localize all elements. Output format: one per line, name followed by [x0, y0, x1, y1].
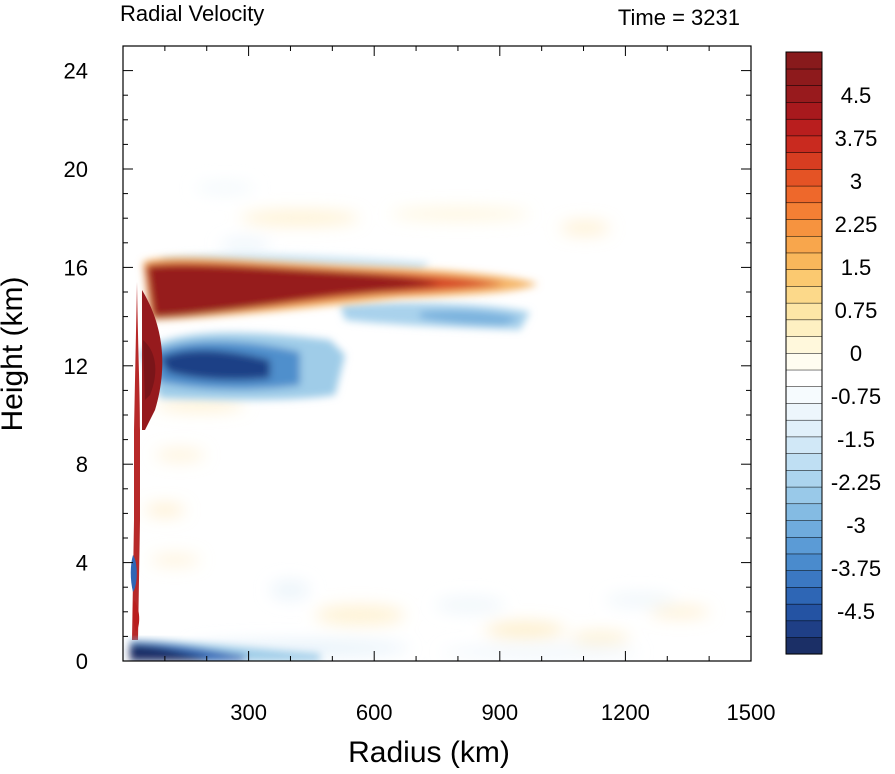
colorbar-swatch: [785, 51, 823, 70]
eyewall-column: [130, 282, 163, 640]
y-tick-label: 0: [76, 649, 88, 674]
y-tick-label: 16: [64, 255, 88, 280]
colorbar-swatch: [785, 620, 823, 638]
colorbar-swatch: [785, 419, 823, 438]
colorbar-label: -4.5: [837, 599, 875, 624]
colorbar-labels: 4.5 3.75 3 2.25 1.5 0.75 0 -0.75 -1.5 -2.25 -3 -3.7…: [831, 83, 881, 624]
colorbar-label: 3.75: [835, 126, 878, 151]
colorbar-swatch: [785, 118, 823, 137]
colorbar-label: -3: [846, 513, 866, 538]
colorbar-swatch: [785, 101, 823, 120]
colorbar-label: -1.5: [837, 427, 875, 452]
chart-title: Radial Velocity: [120, 1, 264, 26]
upper-inflow: [140, 253, 530, 400]
y-tick-label: 8: [76, 452, 88, 477]
colorbar-swatch: [785, 252, 823, 270]
colorbar-swatch: [785, 553, 823, 571]
y-tick-label: 12: [64, 354, 88, 379]
colorbar-swatch: [785, 135, 823, 153]
colorbar-swatch: [785, 269, 823, 287]
colorbar-swatch: [785, 519, 823, 538]
colorbar-label: -3.75: [831, 556, 881, 581]
y-tick-label: 24: [64, 59, 88, 84]
colorbar: [785, 51, 823, 655]
outflow-jet: [143, 257, 538, 320]
colorbar-swatch: [785, 570, 823, 588]
x-tick-label: 300: [230, 700, 267, 725]
axis-ticks: [123, 46, 751, 661]
plot-border: [122, 45, 752, 662]
x-tick-label: 600: [356, 700, 393, 725]
chart-subtitle: Time = 3231: [618, 5, 740, 30]
y-axis-label: Height (km): [0, 276, 29, 431]
colorbar-swatch: [785, 68, 823, 86]
x-tick-label: 900: [481, 700, 518, 725]
boundary-layer-inflow: [130, 640, 320, 661]
colorbar-label: 1.5: [841, 255, 872, 280]
colorbar-label: -2.25: [831, 470, 881, 495]
colorbar-swatch: [785, 202, 823, 220]
colorbar-swatch: [785, 603, 823, 622]
colorbar-swatch: [785, 352, 823, 371]
velocity-field: [130, 182, 710, 661]
colorbar-swatch: [785, 152, 823, 170]
colorbar-label: 0: [850, 341, 862, 366]
colorbar-swatch: [785, 469, 823, 488]
colorbar-swatch: [785, 235, 823, 254]
y-tick-labels: 0 4 8 12 16 20 24: [64, 59, 88, 674]
colorbar-swatch: [785, 185, 823, 204]
colorbar-border: [785, 51, 823, 655]
x-tick-label: 1200: [601, 700, 650, 725]
colorbar-swatch: [785, 85, 823, 103]
colorbar-swatch: [785, 503, 823, 521]
colorbar-swatch: [785, 369, 823, 387]
colorbar-swatch: [785, 453, 823, 471]
colorbar-swatch: [785, 168, 823, 187]
colorbar-swatch: [785, 319, 823, 337]
x-axis-label: Radius (km): [348, 736, 510, 769]
x-tick-labels: 300 600 900 1200 1500: [230, 700, 775, 725]
colorbar-swatch: [785, 536, 823, 555]
colorbar-label: 3: [850, 169, 862, 194]
colorbar-label: 0.75: [835, 298, 878, 323]
weak-features: [145, 182, 710, 657]
colorbar-swatch: [785, 285, 823, 304]
y-tick-label: 20: [64, 157, 88, 182]
colorbar-swatch: [785, 386, 823, 404]
colorbar-swatch: [785, 486, 823, 505]
x-tick-label: 1500: [727, 700, 776, 725]
colorbar-label: 4.5: [841, 83, 872, 108]
colorbar-swatch: [785, 586, 823, 605]
colorbar-swatch: [785, 336, 823, 354]
colorbar-swatch: [785, 302, 823, 321]
colorbar-swatch: [785, 402, 823, 421]
colorbar-label: -0.75: [831, 384, 881, 409]
y-tick-label: 4: [76, 551, 88, 576]
colorbar-swatch: [785, 218, 823, 237]
colorbar-swatch: [785, 436, 823, 454]
colorbar-label: 2.25: [835, 212, 878, 237]
colorbar-swatch: [785, 637, 823, 655]
